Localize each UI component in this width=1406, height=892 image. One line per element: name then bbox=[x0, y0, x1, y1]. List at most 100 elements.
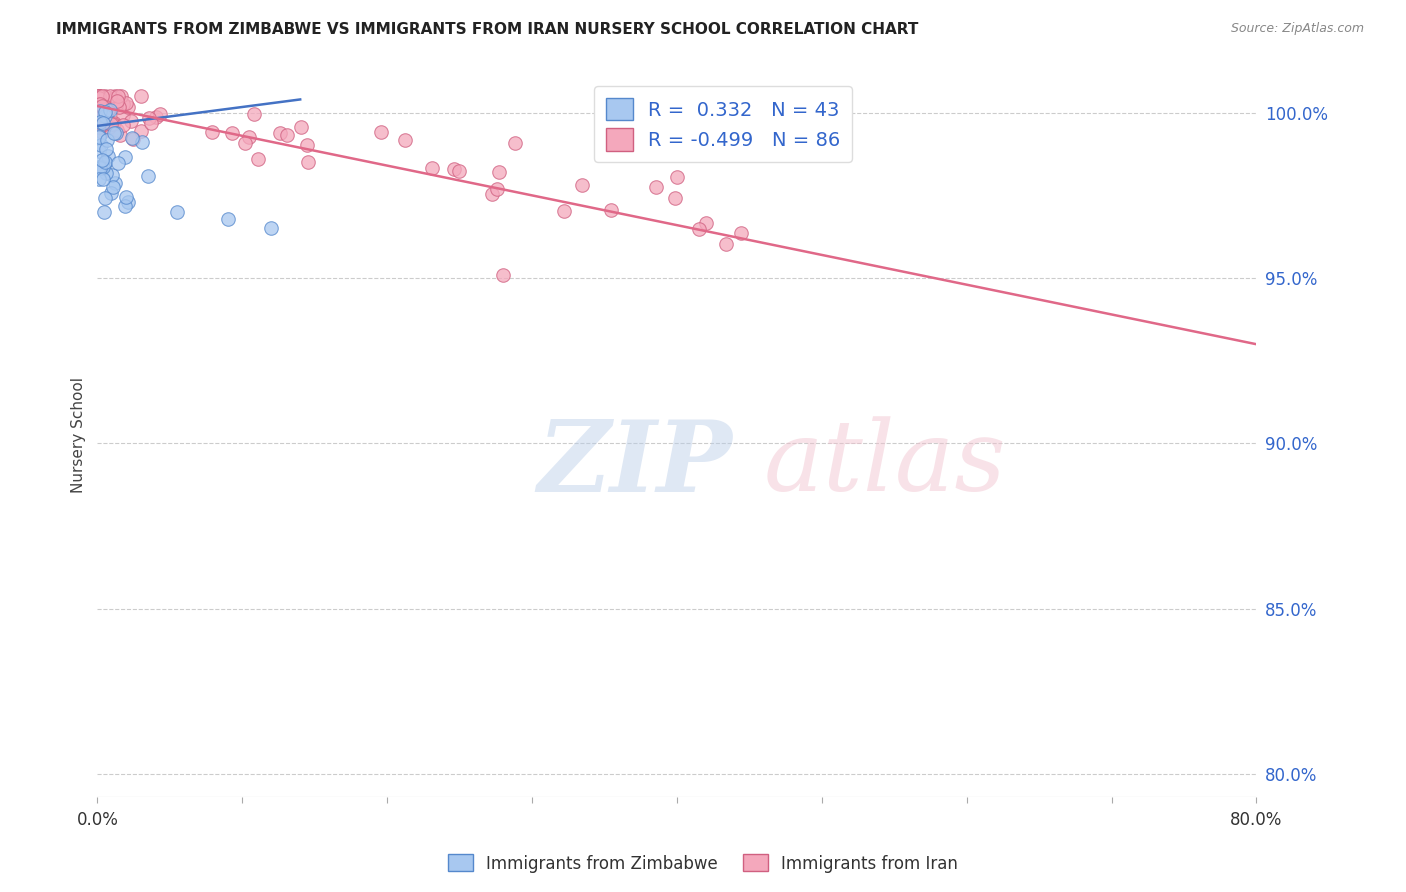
Point bbox=[100, 117, 122, 131]
Point bbox=[87, 172, 110, 186]
Point bbox=[89, 97, 111, 112]
Point bbox=[93, 115, 115, 129]
Point bbox=[87, 98, 110, 112]
Text: ZIP: ZIP bbox=[537, 416, 733, 512]
Point bbox=[103, 127, 125, 141]
Point bbox=[688, 222, 710, 236]
Point bbox=[108, 100, 131, 114]
Point bbox=[136, 169, 159, 183]
Point bbox=[242, 107, 264, 121]
Point bbox=[269, 126, 291, 140]
Point bbox=[485, 182, 508, 196]
Point bbox=[443, 161, 465, 176]
Point bbox=[90, 153, 112, 168]
Point bbox=[112, 118, 135, 132]
Point bbox=[104, 176, 127, 190]
Point bbox=[112, 108, 135, 122]
Point bbox=[94, 111, 117, 125]
Point bbox=[91, 118, 114, 132]
Point bbox=[481, 186, 503, 201]
Point bbox=[87, 128, 110, 143]
Point bbox=[94, 155, 117, 169]
Point bbox=[91, 108, 114, 122]
Point bbox=[94, 110, 117, 124]
Point bbox=[117, 100, 139, 114]
Point bbox=[730, 226, 752, 240]
Point bbox=[166, 205, 188, 219]
Point bbox=[122, 131, 145, 145]
Point bbox=[492, 268, 515, 282]
Point bbox=[145, 110, 167, 124]
Point bbox=[90, 161, 112, 176]
Point bbox=[87, 96, 110, 111]
Text: IMMIGRANTS FROM ZIMBABWE VS IMMIGRANTS FROM IRAN NURSERY SCHOOL CORRELATION CHAR: IMMIGRANTS FROM ZIMBABWE VS IMMIGRANTS F… bbox=[56, 22, 918, 37]
Point bbox=[129, 124, 152, 138]
Point bbox=[94, 191, 117, 205]
Point bbox=[260, 221, 283, 235]
Point bbox=[447, 164, 470, 178]
Point bbox=[87, 160, 110, 174]
Point bbox=[96, 133, 118, 147]
Point bbox=[87, 89, 110, 103]
Point bbox=[121, 131, 143, 145]
Point bbox=[201, 125, 224, 139]
Point bbox=[117, 195, 139, 210]
Point bbox=[87, 89, 110, 103]
Point bbox=[221, 126, 243, 140]
Text: Source: ZipAtlas.com: Source: ZipAtlas.com bbox=[1230, 22, 1364, 36]
Point bbox=[94, 142, 117, 156]
Point bbox=[238, 129, 260, 144]
Point bbox=[94, 102, 117, 116]
Text: atlas: atlas bbox=[763, 417, 1007, 512]
Point bbox=[107, 156, 129, 170]
Point bbox=[115, 190, 138, 204]
Point bbox=[90, 103, 112, 117]
Point bbox=[94, 156, 117, 170]
Point bbox=[108, 128, 131, 143]
Point bbox=[217, 211, 239, 226]
Point bbox=[103, 117, 125, 131]
Point bbox=[89, 103, 111, 118]
Point bbox=[104, 97, 127, 112]
Point bbox=[129, 89, 152, 103]
Point bbox=[107, 89, 129, 103]
Point bbox=[91, 125, 114, 139]
Point bbox=[90, 137, 112, 152]
Point bbox=[89, 115, 111, 129]
Point bbox=[91, 172, 114, 186]
Point bbox=[714, 237, 737, 252]
Point bbox=[93, 91, 115, 105]
Point bbox=[100, 186, 122, 200]
Point bbox=[110, 89, 132, 103]
Point bbox=[103, 116, 125, 130]
Point bbox=[93, 104, 115, 119]
Point bbox=[91, 160, 114, 174]
Point bbox=[115, 95, 138, 110]
Point bbox=[97, 103, 120, 118]
Point bbox=[105, 127, 128, 141]
Point bbox=[87, 129, 110, 144]
Point bbox=[553, 203, 575, 218]
Point bbox=[295, 138, 318, 153]
Legend: Immigrants from Zimbabwe, Immigrants from Iran: Immigrants from Zimbabwe, Immigrants fro… bbox=[441, 847, 965, 880]
Point bbox=[599, 203, 621, 218]
Point bbox=[233, 136, 256, 150]
Point bbox=[103, 180, 125, 194]
Point bbox=[87, 97, 110, 112]
Point bbox=[97, 120, 120, 134]
Point bbox=[93, 204, 115, 219]
Point bbox=[149, 107, 172, 121]
Point bbox=[89, 161, 111, 175]
Point bbox=[91, 89, 114, 103]
Legend: R =  0.332   N = 43, R = -0.499   N = 86: R = 0.332 N = 43, R = -0.499 N = 86 bbox=[593, 87, 852, 162]
Point bbox=[695, 216, 717, 230]
Point bbox=[87, 89, 110, 103]
Point bbox=[93, 99, 115, 113]
Point bbox=[104, 89, 127, 103]
Point bbox=[114, 150, 136, 164]
Point bbox=[571, 178, 593, 193]
Point bbox=[665, 169, 688, 184]
Point bbox=[96, 166, 118, 180]
Point bbox=[94, 89, 117, 103]
Text: 0.0%: 0.0% bbox=[76, 811, 118, 829]
